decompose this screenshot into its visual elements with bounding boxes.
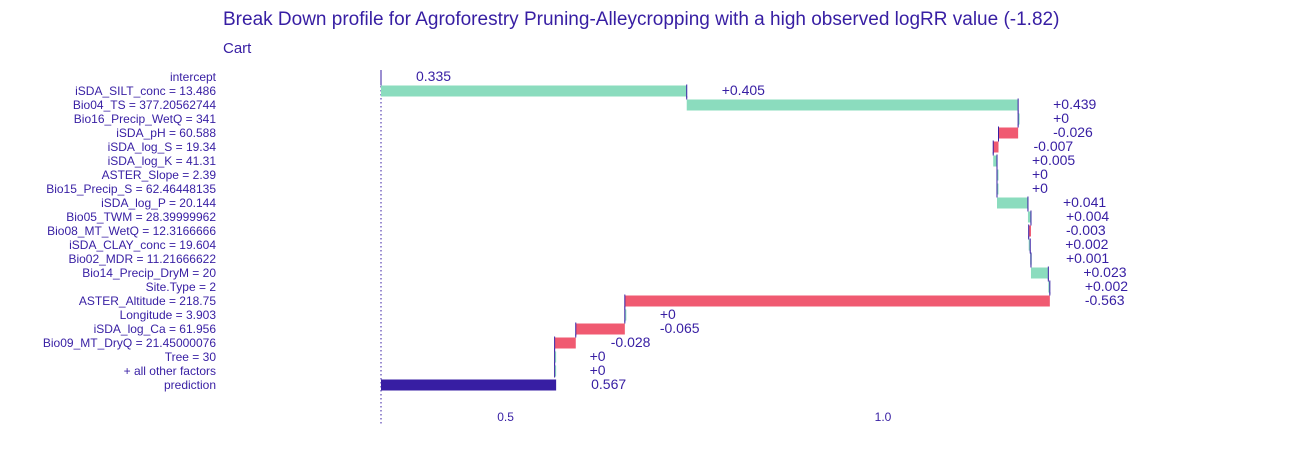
bar xyxy=(996,169,999,181)
data-label: +0.005 xyxy=(1032,152,1075,168)
bar xyxy=(624,309,627,321)
bar xyxy=(1018,113,1020,125)
data-label: +0 xyxy=(1032,180,1048,196)
bar xyxy=(575,323,625,335)
y-tick-label: prediction xyxy=(164,378,216,392)
bar xyxy=(686,99,1019,111)
bar xyxy=(993,141,999,153)
bar xyxy=(1048,281,1050,293)
y-tick-label: Bio05_TWM = 28.39999962 xyxy=(66,210,216,224)
y-tick-label: ASTER_Slope = 2.39 xyxy=(102,168,217,182)
x-tick-label: 1.0 xyxy=(875,410,892,424)
y-tick-label: + all other factors xyxy=(124,364,216,378)
y-tick-label: Site.Type = 2 xyxy=(146,280,217,294)
data-label: +0 xyxy=(660,306,676,322)
bar xyxy=(1028,225,1031,237)
plot-area: intercept 0.335 iSDA_SILT_conc = 13.486 +0.… xyxy=(43,68,1128,425)
bar xyxy=(554,351,557,363)
data-label: +0 xyxy=(1053,110,1069,126)
data-label: +0.041 xyxy=(1063,194,1106,210)
data-label: -0.065 xyxy=(660,320,700,336)
data-label: +0 xyxy=(1032,166,1048,182)
data-label: -0.003 xyxy=(1066,222,1106,238)
data-label: 0.335 xyxy=(416,68,451,84)
x-axis: 0.5 1.0 xyxy=(497,410,891,424)
bar xyxy=(996,197,1028,209)
bar xyxy=(381,85,687,97)
y-tick-label: Bio04_TS = 377.20562744 xyxy=(73,98,216,112)
y-tick-label: Longitude = 3.903 xyxy=(120,308,217,322)
data-label: +0 xyxy=(590,362,606,378)
data-label: -0.563 xyxy=(1085,292,1125,308)
y-tick-label: iSDA_CLAY_conc = 19.604 xyxy=(69,238,216,252)
y-tick-label: Bio08_MT_WetQ = 12.3166666 xyxy=(47,224,216,238)
bar xyxy=(1028,239,1031,251)
y-tick-label: intercept xyxy=(170,70,217,84)
data-label: +0 xyxy=(590,348,606,364)
y-tick-label: Bio14_Precip_DryM = 20 xyxy=(82,266,216,280)
data-label: +0.002 xyxy=(1065,236,1108,252)
bar xyxy=(996,183,999,195)
data-label: +0.405 xyxy=(722,82,765,98)
data-label: +0.439 xyxy=(1053,96,1096,112)
y-tick-label: Bio02_MDR = 11.21666622 xyxy=(68,252,216,266)
y-tick-label: iSDA_SILT_conc = 13.486 xyxy=(75,84,216,98)
data-label: +0.004 xyxy=(1066,208,1109,224)
bar xyxy=(993,155,997,167)
y-tick-label: ASTER_Altitude = 218.75 xyxy=(79,294,216,308)
data-label: +0.023 xyxy=(1083,264,1126,280)
y-tick-label: iSDA_log_Ca = 61.956 xyxy=(94,322,217,336)
y-tick-label: Tree = 30 xyxy=(165,350,217,364)
data-label: -0.007 xyxy=(1034,138,1074,154)
y-tick-label: iSDA_pH = 60.588 xyxy=(116,126,216,140)
y-tick-label: Bio16_Precip_WetQ = 341 xyxy=(74,112,217,126)
data-label: 0.567 xyxy=(591,376,626,392)
bar xyxy=(1030,267,1049,279)
y-tick-label: iSDA_log_K = 41.31 xyxy=(108,154,217,168)
y-tick-label: Bio09_MT_DryQ = 21.45000076 xyxy=(43,336,216,350)
data-label: -0.028 xyxy=(611,334,651,350)
bar xyxy=(381,379,557,391)
x-tick-label: 0.5 xyxy=(497,410,514,424)
bar xyxy=(554,365,557,377)
chart-subtitle: Cart xyxy=(223,40,252,57)
data-label: -0.026 xyxy=(1053,124,1093,140)
y-tick-label: Bio15_Precip_S = 62.46448135 xyxy=(46,182,216,196)
y-tick-label: iSDA_log_S = 19.34 xyxy=(108,140,217,154)
data-label: +0.002 xyxy=(1085,278,1128,294)
bar xyxy=(624,295,1050,307)
bar xyxy=(998,127,1019,139)
chart-title: Break Down profile for Agroforestry Prun… xyxy=(223,9,1059,30)
bar xyxy=(554,337,576,349)
bar xyxy=(1027,211,1031,223)
y-tick-label: iSDA_log_P = 20.144 xyxy=(101,196,216,210)
data-label: +0.001 xyxy=(1066,250,1109,266)
